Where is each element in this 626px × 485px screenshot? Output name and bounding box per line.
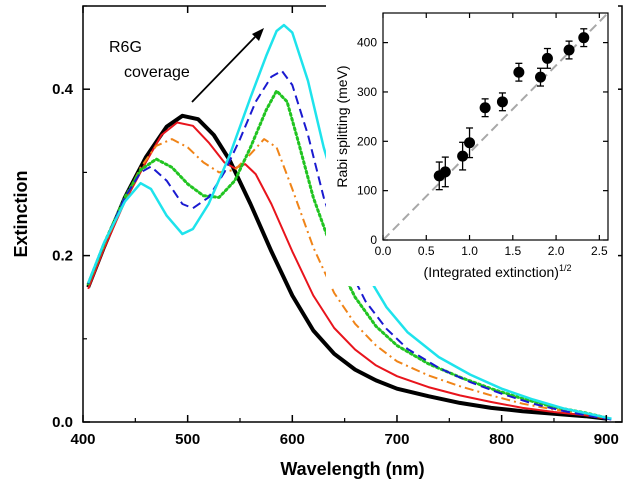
- coverage-arrow: [191, 36, 256, 103]
- inset-x-tick-label: 1.5: [504, 244, 521, 258]
- inset-x-tick-label: 1.0: [461, 244, 478, 258]
- coverage-arrowhead: [252, 28, 264, 41]
- inset-plot-frame: [382, 12, 609, 241]
- inset-y-tick-label: 300: [357, 85, 377, 99]
- x-tick-label: 600: [280, 431, 305, 448]
- series-line-6: [87, 23, 612, 420]
- inset-x-tick-label: 0.0: [375, 244, 392, 258]
- series-line-5: [87, 69, 612, 421]
- inset-y-tick-label: 100: [357, 184, 377, 198]
- main-series-group: [86, 23, 612, 421]
- inset-data-point: [541, 52, 553, 64]
- inset-chart: 0.0 0.5 1.0 1.5 2.0 2.5 0 100 200 300 400 (Integra…: [326, 4, 618, 286]
- inset-data-point: [457, 150, 469, 162]
- inset-x-title-superscript: 1/2: [559, 263, 572, 273]
- y-tick-label: 0.0: [52, 414, 73, 431]
- x-tick-label: 700: [384, 431, 409, 448]
- inset-y-tick-label: 200: [357, 134, 377, 148]
- y-axis-title: Extinction: [11, 170, 31, 257]
- inset-y-axis-title: Rabi splitting (meV): [334, 65, 350, 187]
- x-tick-label: 800: [489, 431, 514, 448]
- series-line-4: [86, 89, 608, 420]
- inset-x-title-main: (Integrated extinction): [424, 264, 559, 280]
- inset-data-point: [578, 32, 590, 44]
- inset-content-group: [382, 12, 609, 241]
- inset-data-point: [513, 66, 525, 78]
- x-tick-label: 400: [70, 431, 95, 448]
- inset-x-tick-label: 2.0: [548, 244, 565, 258]
- inset-x-tick-label: 2.5: [591, 244, 608, 258]
- series-line-1: [86, 113, 607, 421]
- y-tick-label: 0.2: [52, 248, 73, 265]
- x-axis-title: Wavelength (nm): [280, 459, 424, 479]
- x-tick-label: 500: [175, 431, 200, 448]
- series-line-2: [87, 121, 607, 420]
- inset-x-axis-title: (Integrated extinction)1/2: [424, 263, 572, 280]
- inset-data-point: [563, 44, 575, 56]
- inset-data-point: [535, 71, 546, 83]
- annotation-line-1: R6G: [109, 39, 142, 56]
- inset-y-tick-label: 400: [357, 36, 377, 50]
- annotation-line-2: coverage: [124, 64, 190, 81]
- inset-data-point: [464, 137, 476, 149]
- inset-data-point: [479, 102, 491, 114]
- y-tick-label: 0.4: [52, 81, 74, 98]
- inset-x-tick-label: 0.5: [418, 244, 435, 258]
- series-line-3: [87, 138, 607, 419]
- annotation-group: R6G coverage: [109, 28, 264, 103]
- x-tick-label: 900: [594, 431, 619, 448]
- inset-data-point: [496, 96, 508, 108]
- inset-y-tick-label: 0: [370, 233, 377, 247]
- inset-data-point: [439, 166, 451, 178]
- inset-ticks-group: 0.0 0.5 1.0 1.5 2.0 2.5 0 100 200 300 400: [357, 13, 608, 258]
